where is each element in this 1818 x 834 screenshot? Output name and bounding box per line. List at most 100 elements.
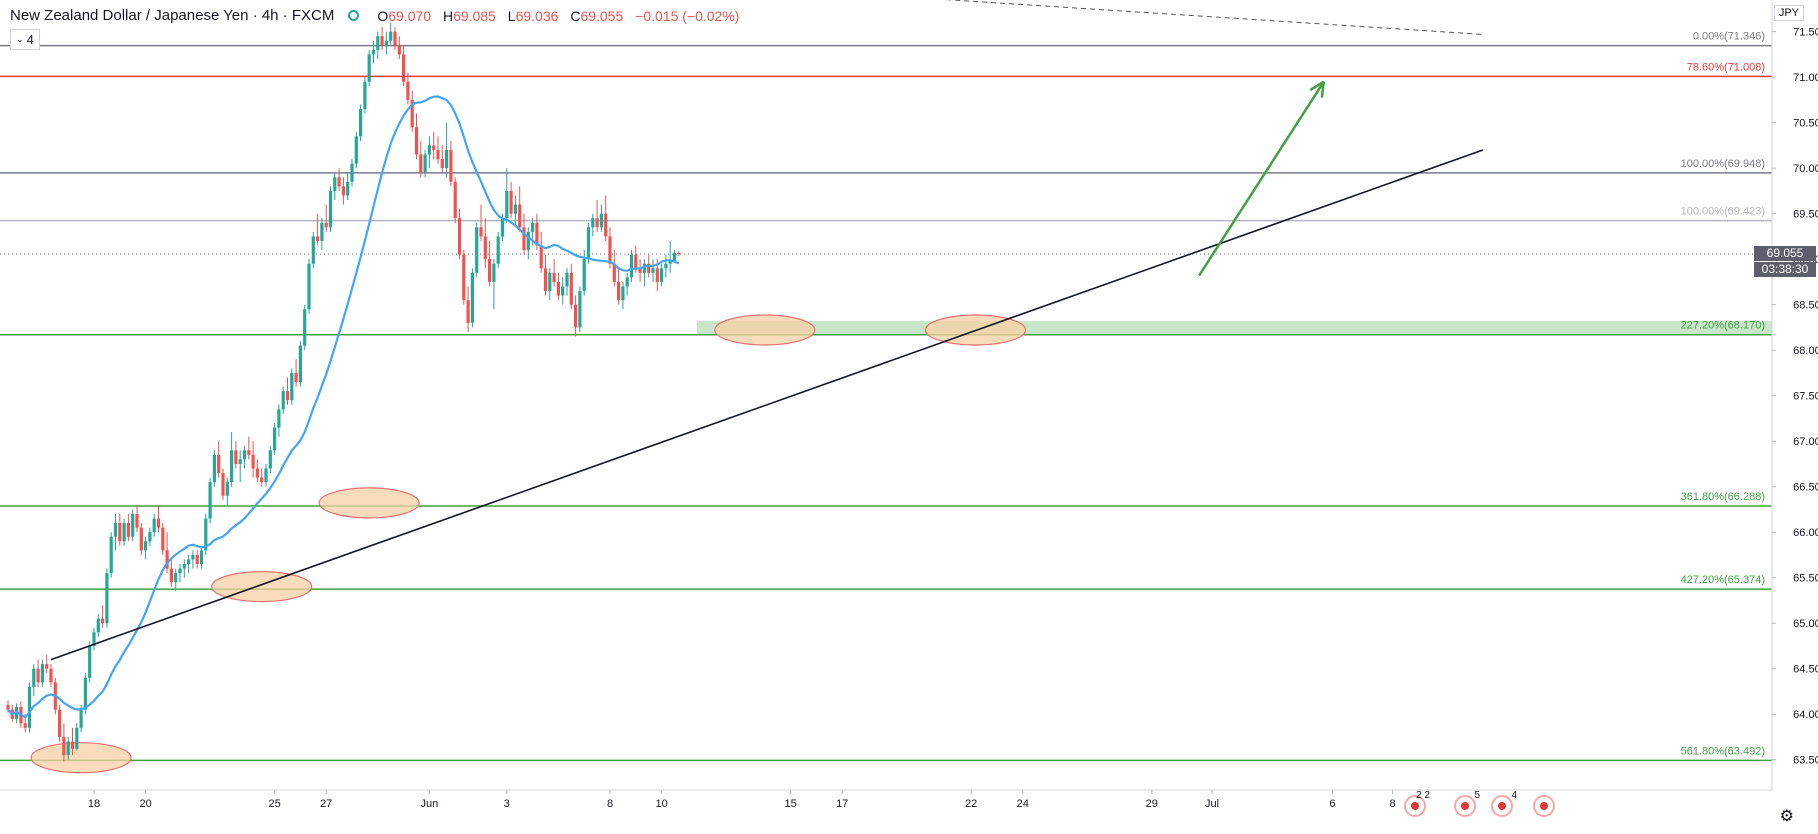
event-badge-2[interactable]: 5 [1454, 790, 1480, 817]
event-count: 4 [1511, 790, 1517, 801]
time-tick-label: 20 [139, 798, 151, 810]
candle-body [410, 99, 414, 128]
touch-ellipses [30, 314, 1027, 774]
candle-body [337, 177, 341, 187]
low-value: 69.036 [515, 7, 559, 24]
candle-body [629, 254, 634, 278]
candle-body [298, 345, 302, 383]
fib-level-label: 100.00%(69.948) [1681, 158, 1765, 170]
candle-body [247, 450, 251, 455]
candle-body [294, 372, 298, 383]
candle-body [608, 236, 612, 264]
candle-body [642, 263, 646, 273]
candle-body [475, 227, 479, 273]
candle-body [363, 81, 367, 110]
candle-body [548, 272, 552, 292]
price-tick-label: 71.500 [1793, 27, 1818, 39]
candle-body [427, 145, 431, 155]
candle-body [466, 300, 470, 323]
candle-body [148, 532, 152, 542]
candle-body [79, 709, 83, 728]
price-tick-label: 70.000 [1793, 163, 1818, 175]
indicator-toggle-button[interactable]: ⌄ 4 [10, 29, 40, 50]
gear-icon[interactable]: ⚙ [1779, 808, 1794, 825]
candle-body [561, 286, 565, 296]
candle-body [492, 263, 496, 282]
candle-body [195, 554, 199, 565]
candle-body [178, 568, 182, 574]
candle-body [66, 741, 70, 756]
time-tick-label: 29 [1146, 798, 1158, 810]
candle-body [419, 154, 423, 173]
candle-body [191, 554, 195, 560]
touch-ellipse [30, 742, 132, 774]
price-axis: 63.500 64.000 64.500 65.000 65.500 66.000 66.5… [1771, 0, 1818, 790]
candle-body [505, 190, 509, 219]
candle-body [552, 272, 556, 282]
candle-body [92, 632, 96, 646]
candle-body [496, 236, 500, 264]
time-tick-label: 10 [655, 798, 667, 810]
candle-body [406, 81, 410, 100]
candle-body [414, 127, 419, 155]
event-badge-3[interactable]: 4 [1491, 790, 1517, 817]
candle-body [212, 454, 216, 483]
event-count: 2 2 [1416, 790, 1430, 801]
candle-body [470, 272, 474, 323]
candle-body [389, 31, 393, 41]
candle-body [260, 477, 264, 483]
candle-body [255, 468, 259, 478]
price-tick-label: 65.000 [1793, 618, 1818, 630]
candle-body [522, 227, 526, 251]
candle-body [135, 513, 139, 528]
candle-body [582, 259, 586, 292]
event-badge-4[interactable] [1533, 795, 1555, 817]
projection-arrow [1198, 81, 1325, 277]
candle-body [320, 222, 324, 241]
time-tick-label: 17 [836, 798, 848, 810]
trendline [50, 149, 1484, 661]
price-tick-label: 66.000 [1793, 527, 1818, 539]
candle-body [565, 272, 569, 287]
candle-body [423, 154, 427, 173]
event-count: 5 [1474, 790, 1480, 801]
event-badge-1[interactable]: 2 2 [1404, 790, 1430, 817]
candle-body [251, 454, 255, 469]
candle-body [75, 727, 79, 749]
candle-body [328, 190, 333, 228]
candle-body [449, 149, 453, 182]
support-zone-rect [697, 321, 1772, 335]
close-label: C [570, 7, 581, 24]
currency-label[interactable]: JPY [1773, 5, 1804, 21]
candle-body [457, 218, 462, 255]
candle-body [660, 268, 664, 282]
candle-body [380, 36, 384, 46]
candles [6, 22, 681, 762]
candle-body [612, 263, 616, 282]
candle-body [126, 523, 130, 537]
candle-body [531, 222, 535, 232]
candle-body [488, 259, 492, 282]
last-price-tag: 69.055 [1754, 246, 1816, 262]
candle-body [647, 263, 651, 273]
candle-body [187, 559, 191, 565]
candle-body [393, 31, 397, 46]
candle-body [268, 450, 272, 469]
candle-body [83, 677, 87, 710]
candle-body [440, 159, 444, 169]
price-tick-label: 70.500 [1793, 118, 1818, 130]
candle-body [595, 218, 599, 228]
candle-body [88, 645, 92, 678]
price-tick-label: 68.500 [1793, 300, 1818, 312]
candle-body [625, 277, 629, 287]
candle-body [273, 427, 277, 451]
candle-body [105, 573, 109, 624]
candle-body [604, 213, 608, 237]
symbol-title[interactable]: New Zealand Dollar / Japanese Yen · 4h ·… [10, 7, 335, 24]
candle-body [543, 268, 548, 292]
candle-body [371, 49, 376, 55]
candle-body [208, 482, 212, 519]
fib-level-label: 561.80%(63.492) [1681, 745, 1765, 757]
price-tick-label: 64.500 [1793, 664, 1818, 676]
